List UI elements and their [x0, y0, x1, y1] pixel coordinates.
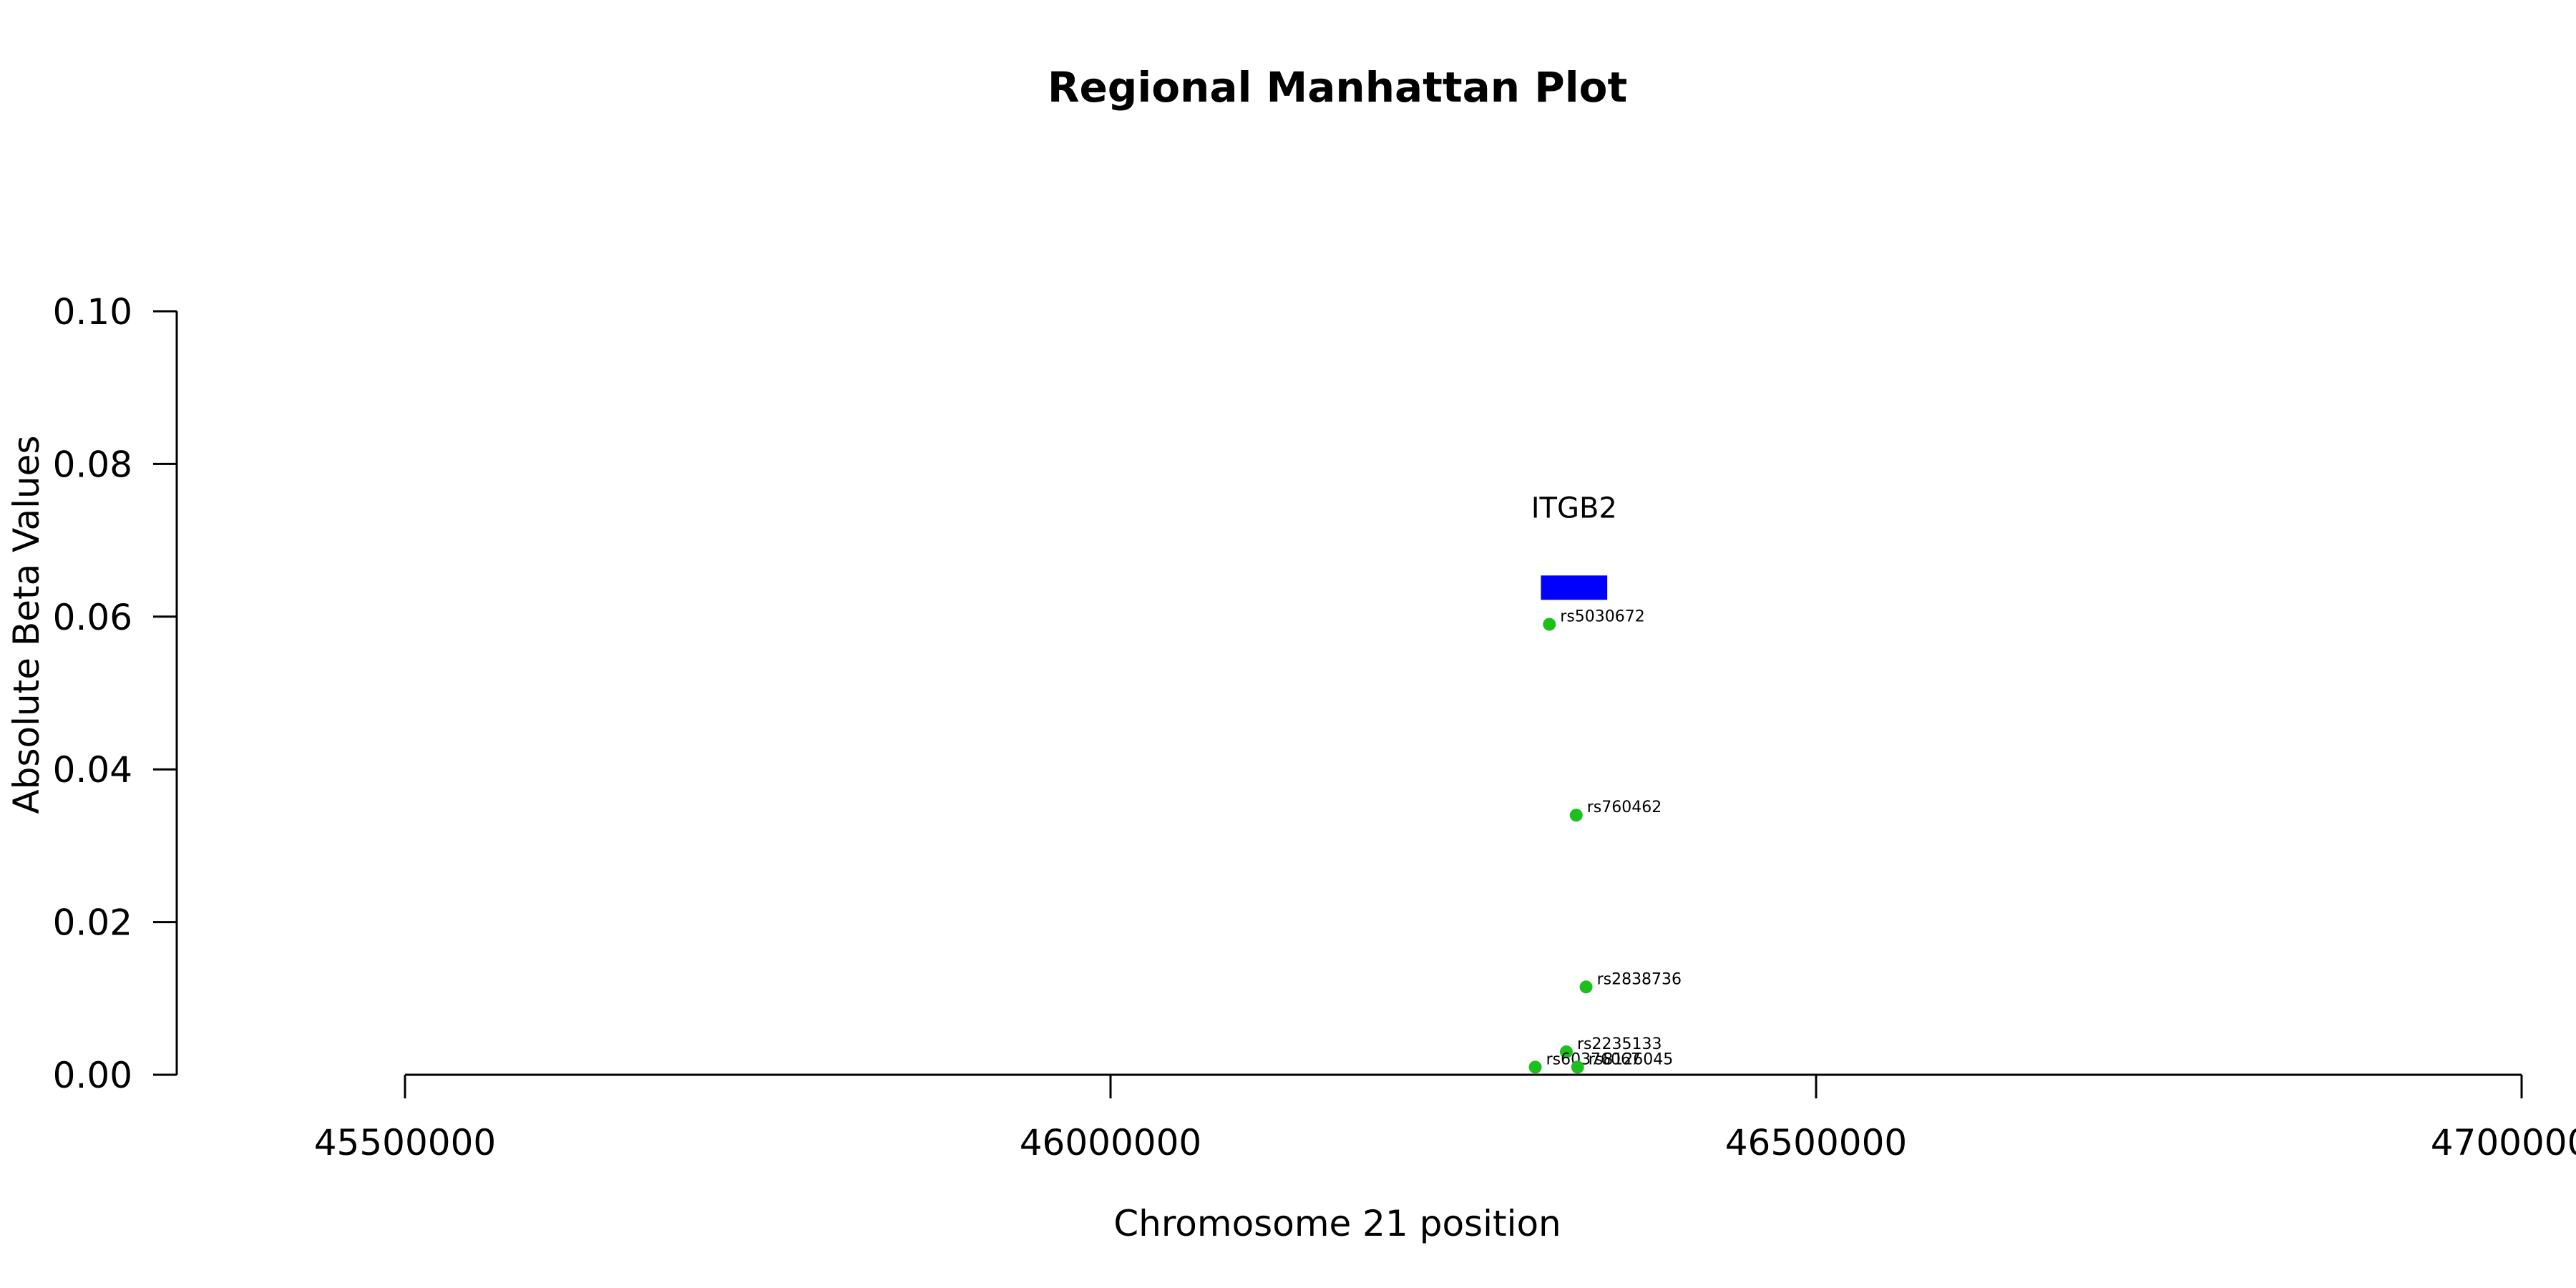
- snp-point: [1569, 809, 1583, 822]
- x-axis: 45500000 46000000 46500000 47000000: [314, 1073, 2576, 1163]
- y-tick-label: 0.06: [53, 597, 132, 638]
- snp-label: rs2235133: [1577, 1035, 1662, 1053]
- x-axis-label: Chromosome 21 position: [1113, 1203, 1561, 1244]
- y-tick-label: 0.08: [53, 444, 132, 485]
- x-tick-label: 46500000: [1725, 1122, 1908, 1163]
- y-tick-label: 0.02: [53, 902, 132, 944]
- snp-point: [1559, 1045, 1573, 1058]
- x-tick-label: 46000000: [1020, 1122, 1202, 1163]
- y-tick-label: 0.10: [53, 291, 132, 333]
- snp-label: rs2838736: [1597, 970, 1682, 988]
- chart-title: Regional Manhattan Plot: [1048, 63, 1627, 112]
- y-tick-label: 0.04: [53, 749, 132, 791]
- y-tick-label: 0.00: [53, 1055, 132, 1096]
- gene-track: ITGB2: [1531, 492, 1617, 600]
- y-axis: 0.00 0.02 0.04 0.06 0.08 0.10: [53, 291, 178, 1096]
- snp-points: rs5030672 rs760462 rs2838736 rs2235133rs603…: [1528, 608, 1682, 1074]
- x-tick-label: 45500000: [314, 1122, 497, 1163]
- gene-label: ITGB2: [1531, 492, 1617, 525]
- snp-label: rs8126045: [1589, 1050, 1674, 1068]
- snp-label: rs5030672: [1560, 608, 1645, 625]
- x-tick-label: 47000000: [2431, 1122, 2576, 1163]
- snp-point: [1579, 980, 1593, 994]
- snp-point: [1528, 1060, 1542, 1074]
- y-axis-label: Absolute Beta Values: [6, 436, 47, 814]
- snp-point: [1543, 618, 1556, 631]
- gene-box: [1541, 575, 1608, 600]
- snp-point: [1571, 1060, 1584, 1074]
- snp-label: rs60376067: [1546, 1050, 1641, 1068]
- snp-label: rs760462: [1587, 799, 1662, 816]
